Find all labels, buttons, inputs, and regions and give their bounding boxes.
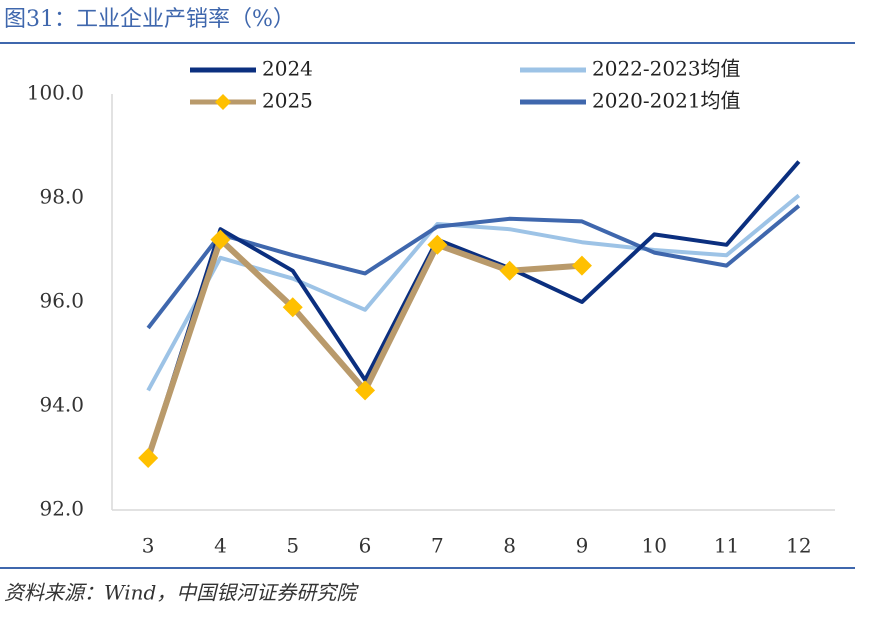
point-marker <box>571 255 592 276</box>
y-tick-label: 92.0 <box>39 497 84 521</box>
x-tick-label: 10 <box>642 534 667 558</box>
y-tick-label: 98.0 <box>39 185 84 209</box>
series-line <box>146 204 801 330</box>
x-tick-label: 7 <box>431 534 444 558</box>
series-line <box>146 160 801 459</box>
x-tick-label: 9 <box>576 534 589 558</box>
legend-label: 2025 <box>262 89 313 113</box>
legend-label: 2020-2021均值 <box>592 89 741 113</box>
legend-marker <box>215 94 231 110</box>
point-marker <box>138 448 159 468</box>
x-tick-label: 11 <box>714 534 739 558</box>
point-marker <box>355 380 376 401</box>
x-tick-label: 3 <box>142 534 155 558</box>
y-tick-label: 100.0 <box>27 81 84 105</box>
x-tick-label: 4 <box>214 534 227 558</box>
legend-label: 2022-2023均值 <box>592 57 741 81</box>
source: 资料来源：Wind，中国银河证券研究院 <box>4 581 359 605</box>
point-marker <box>427 234 448 255</box>
y-tick-label: 96.0 <box>39 289 84 313</box>
series-line <box>146 193 801 392</box>
chart-title: 图31：工业企业产销率（%） <box>4 7 295 32</box>
legend-label: 2024 <box>262 57 313 81</box>
point-marker <box>282 297 303 318</box>
y-tick-label: 94.0 <box>39 393 84 417</box>
x-tick-label: 8 <box>503 534 516 558</box>
point-marker <box>499 260 520 281</box>
x-tick-label: 5 <box>286 534 299 558</box>
x-tick-label: 12 <box>786 534 811 558</box>
x-tick-label: 6 <box>359 534 372 558</box>
point-marker <box>210 229 231 250</box>
